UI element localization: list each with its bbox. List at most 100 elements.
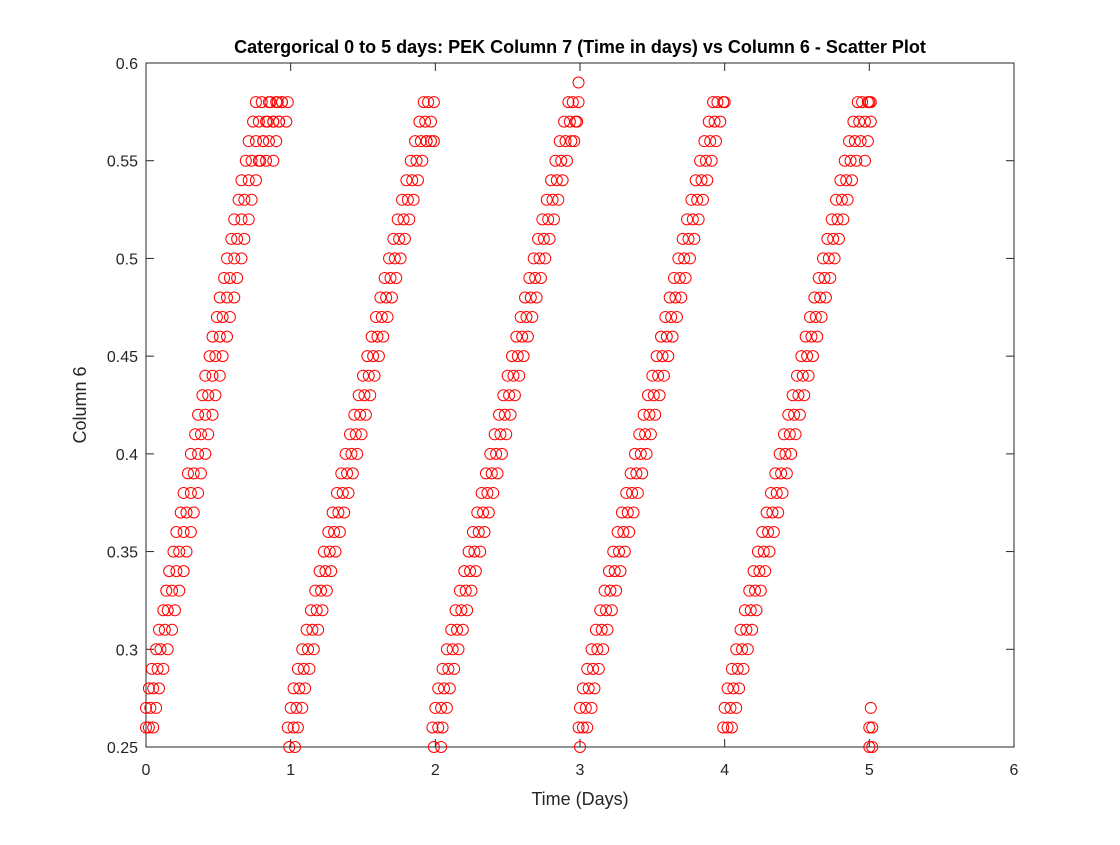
scatter-point — [317, 545, 330, 558]
scatter-point — [459, 584, 472, 597]
scatter-point — [827, 232, 840, 245]
scatter-point — [753, 565, 766, 578]
scatter-point — [504, 408, 517, 421]
scatter-point — [261, 115, 274, 128]
scatter-point — [858, 154, 871, 167]
scatter-point — [818, 271, 831, 284]
scatter-point — [297, 662, 310, 675]
scatter-point — [549, 154, 562, 167]
scatter-point — [225, 232, 238, 245]
scatter-point — [304, 604, 317, 617]
scatter-point — [267, 154, 280, 167]
scatter-point — [307, 643, 320, 656]
scatter-point — [466, 526, 479, 539]
scatter-point — [330, 486, 343, 499]
scatter-point — [407, 193, 420, 206]
scatter-point — [401, 193, 414, 206]
scatter-point — [783, 428, 796, 441]
scatter-point — [442, 662, 455, 675]
scatter-point — [662, 350, 675, 363]
scatter-point — [627, 506, 640, 519]
scatter-point — [472, 526, 485, 539]
scatter-point — [646, 369, 659, 382]
scatter-point — [242, 213, 255, 226]
scatter-point — [339, 447, 352, 460]
y-tick-label: 0.35 — [107, 545, 138, 562]
scatter-point — [372, 350, 385, 363]
axis-ticks: 0 1 2 3 4 5 6 0.25 0.3 0.35 0.4 0.45 0.5 0.55 0.6 — [107, 56, 1019, 779]
scatter-point — [766, 506, 779, 519]
scatter-point — [772, 506, 785, 519]
scatter-point — [170, 565, 183, 578]
scatter-point — [461, 604, 474, 617]
scatter-point — [672, 252, 685, 265]
scatter-point — [326, 506, 339, 519]
scatter-point — [618, 545, 631, 558]
scatter-point — [299, 682, 312, 695]
scatter-point — [313, 565, 326, 578]
scatter-point — [343, 428, 356, 441]
scatter-point — [173, 545, 186, 558]
scatter-point — [514, 311, 527, 324]
scatter-point — [380, 291, 393, 304]
scatter-point — [199, 408, 212, 421]
scatter-point — [835, 193, 848, 206]
scatter-point — [834, 174, 847, 187]
scatter-point — [231, 271, 244, 284]
scatter-point — [546, 193, 559, 206]
scatter-point — [396, 193, 409, 206]
scatter-point — [242, 135, 255, 148]
scatter-point — [721, 682, 734, 695]
scatter-point — [707, 96, 720, 109]
scatter-point — [711, 96, 724, 109]
scatter-point — [419, 115, 432, 128]
scatter-point — [445, 623, 458, 636]
scatter-point — [679, 271, 692, 284]
scatter-point — [856, 96, 869, 109]
scatter-point — [456, 623, 469, 636]
scatter-point — [157, 662, 170, 675]
scatter-point — [468, 545, 481, 558]
scatter-point — [705, 154, 718, 167]
y-tick-label: 0.45 — [107, 349, 138, 366]
scatter-point — [462, 545, 475, 558]
scatter-point — [262, 135, 275, 148]
scatter-point — [150, 643, 163, 656]
scatter-point — [316, 604, 329, 617]
scatter-point — [737, 662, 750, 675]
scatter-point — [377, 330, 390, 343]
scatter-point — [329, 545, 342, 558]
scatter-point — [209, 389, 222, 402]
scatter-point — [694, 154, 707, 167]
scatter-point — [560, 154, 573, 167]
scatter-point — [158, 623, 171, 636]
scatter-point — [801, 350, 814, 363]
scatter-point — [851, 96, 864, 109]
scatter-point — [676, 232, 689, 245]
scatter-point — [458, 565, 471, 578]
scatter-point — [780, 467, 793, 480]
scatter-point — [335, 467, 348, 480]
scatter-point — [730, 643, 743, 656]
scatter-point — [542, 213, 555, 226]
scatter-point — [209, 350, 222, 363]
scatter-point — [453, 584, 466, 597]
scatter-point — [779, 447, 792, 460]
scatter-point — [866, 741, 879, 753]
scatter-point — [427, 741, 440, 753]
scatter-point — [864, 96, 877, 109]
x-tick-label: 2 — [431, 762, 440, 779]
scatter-point — [621, 506, 634, 519]
scatter-point — [449, 604, 462, 617]
scatter-point — [764, 486, 777, 499]
scatter-point — [562, 96, 575, 109]
scatter-point — [287, 721, 300, 734]
scatter-point — [249, 96, 262, 109]
scatter-point — [187, 467, 200, 480]
scatter-point — [503, 389, 516, 402]
scatter-point — [300, 623, 313, 636]
scatter-point — [426, 721, 439, 734]
scatter-point — [510, 330, 523, 343]
scatter-point — [221, 330, 234, 343]
scatter-point — [501, 369, 514, 382]
